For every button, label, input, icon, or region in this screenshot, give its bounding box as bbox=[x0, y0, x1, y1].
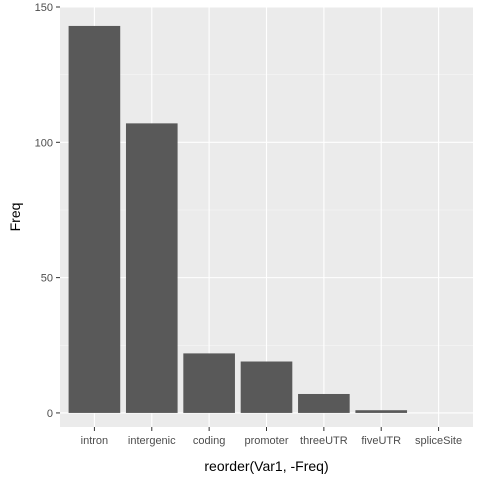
bar-intergenic bbox=[125, 123, 178, 413]
x-tick-label: threeUTR bbox=[300, 435, 348, 447]
y-tick-label: 100 bbox=[35, 137, 53, 149]
x-tick-label: spliceSite bbox=[415, 435, 462, 447]
y-axis: 0 50 100 150 bbox=[35, 2, 60, 420]
x-tick-label: coding bbox=[193, 435, 225, 447]
x-tick-label: promoter bbox=[244, 435, 288, 447]
bar-threeUTR bbox=[298, 393, 350, 413]
y-tick-label: 0 bbox=[47, 408, 53, 420]
x-axis-title: reorder(Var1, -Freq) bbox=[204, 458, 328, 474]
y-tick-label: 50 bbox=[41, 273, 53, 285]
x-axis: intron intergenic coding promoter threeUTR fi… bbox=[81, 427, 462, 447]
bar-promoter bbox=[240, 361, 293, 413]
bar-intron bbox=[68, 25, 121, 413]
bar-coding bbox=[183, 353, 235, 413]
x-tick-label: intron bbox=[81, 435, 109, 447]
x-tick-label: fiveUTR bbox=[361, 435, 401, 447]
x-tick-label: intergenic bbox=[128, 435, 176, 447]
bars-group bbox=[68, 25, 408, 413]
y-tick-label: 150 bbox=[35, 2, 53, 14]
bar-fiveUTR bbox=[355, 410, 408, 413]
y-axis-title: Freq bbox=[7, 203, 23, 232]
